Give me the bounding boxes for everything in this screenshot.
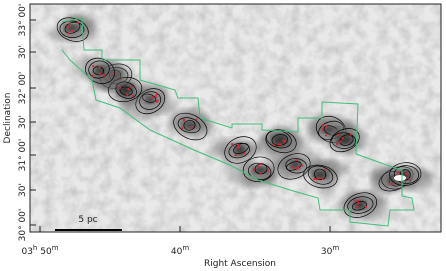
x-tick-part: 03 xyxy=(21,247,32,257)
source xyxy=(77,22,79,24)
figure: 5 pc Right Ascension Declination 03h 50m… xyxy=(0,0,446,271)
source xyxy=(325,134,327,136)
source xyxy=(92,65,94,67)
source xyxy=(72,30,74,32)
x-tick-part: 40 xyxy=(171,247,183,257)
x-tick-label: 40m xyxy=(171,244,189,257)
source xyxy=(253,169,255,171)
source xyxy=(357,199,359,201)
y-tick-label: 30' xyxy=(18,45,28,59)
y-tick-label: 30° 00' xyxy=(18,209,28,242)
source xyxy=(119,87,121,89)
y-tick-label: 31° 00' xyxy=(18,139,28,172)
source xyxy=(350,133,352,135)
source xyxy=(321,178,323,180)
source xyxy=(318,177,320,179)
source xyxy=(259,163,261,165)
source xyxy=(238,147,240,149)
y-tick-label: 33° 00' xyxy=(18,4,28,37)
source xyxy=(408,178,410,180)
source xyxy=(297,167,299,169)
x-axis-label: Right Ascension xyxy=(204,259,276,269)
source xyxy=(278,143,280,145)
source xyxy=(99,66,101,68)
source xyxy=(191,127,193,129)
source xyxy=(280,143,282,145)
source xyxy=(156,100,158,102)
source xyxy=(338,134,340,136)
source xyxy=(152,96,154,98)
x-tick-part: m xyxy=(332,244,339,252)
source xyxy=(238,144,240,146)
source xyxy=(195,118,197,120)
source xyxy=(68,23,70,25)
source xyxy=(131,85,133,87)
source xyxy=(406,173,408,175)
x-tick-part: 30 xyxy=(321,247,333,257)
y-tick-label: 32° 00' xyxy=(18,72,28,105)
source xyxy=(235,154,237,156)
source xyxy=(325,125,327,127)
source xyxy=(365,206,367,208)
source xyxy=(339,141,341,143)
y-tick-label: 30' xyxy=(18,183,28,197)
source xyxy=(68,26,70,28)
cloud-core xyxy=(336,135,354,146)
source xyxy=(357,202,359,204)
x-tick-label: 30m xyxy=(321,244,339,257)
source xyxy=(316,178,318,180)
source xyxy=(291,166,293,168)
source xyxy=(336,143,338,145)
source xyxy=(321,129,323,131)
source xyxy=(243,152,245,154)
source xyxy=(356,206,358,208)
source xyxy=(354,199,356,201)
source xyxy=(397,172,399,174)
source xyxy=(314,178,316,180)
bright-core xyxy=(394,175,406,181)
y-axis-label: Declination xyxy=(3,93,13,144)
source xyxy=(267,169,269,171)
source xyxy=(126,93,128,95)
x-tick-part: 50 xyxy=(37,247,52,257)
source xyxy=(295,159,297,161)
x-tick-part: m xyxy=(52,244,59,252)
source xyxy=(103,74,105,76)
source xyxy=(156,93,158,95)
source xyxy=(342,137,344,139)
source xyxy=(128,88,130,90)
x-tick-part: m xyxy=(182,244,189,252)
source xyxy=(322,124,324,126)
source xyxy=(155,95,157,97)
source xyxy=(183,119,185,121)
x-tick-label: 03h 50m xyxy=(21,244,58,257)
source xyxy=(324,168,326,170)
source xyxy=(258,165,260,167)
source xyxy=(132,95,134,97)
source xyxy=(181,127,183,129)
source xyxy=(260,173,262,175)
y-tick-label: 30' xyxy=(18,115,28,129)
scale-bar-label: 5 pc xyxy=(78,215,97,225)
source xyxy=(99,73,101,75)
source xyxy=(231,143,233,145)
source xyxy=(282,139,284,141)
source xyxy=(273,144,275,146)
source xyxy=(68,32,70,34)
source xyxy=(92,75,94,77)
